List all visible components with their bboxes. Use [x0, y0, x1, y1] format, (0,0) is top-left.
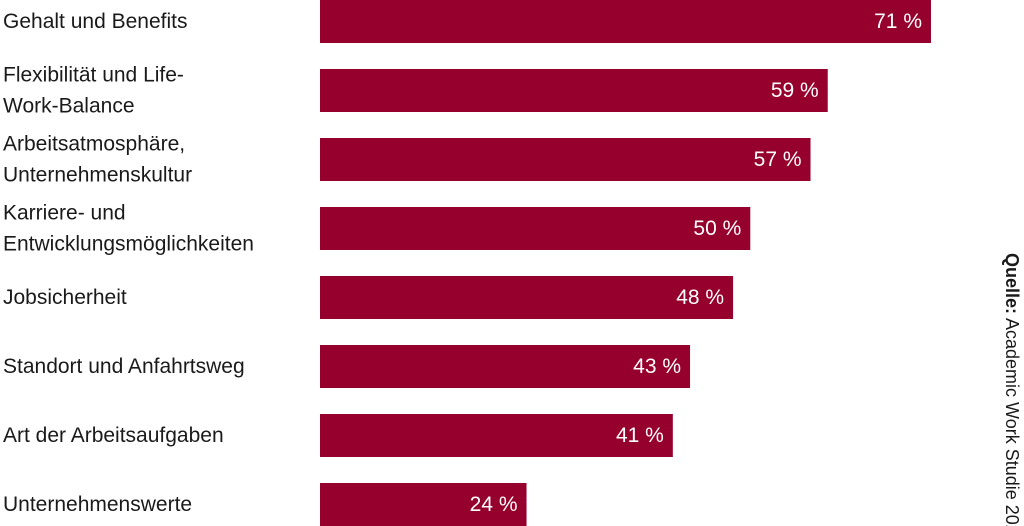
- category-label-line: Standort und Anfahrtsweg: [3, 355, 245, 378]
- value-label-4: 50 %: [693, 217, 741, 240]
- source-label: Quelle:: [1002, 253, 1022, 314]
- category-label-line: Art der Arbeitsaufgaben: [3, 424, 224, 447]
- category-label-5: Jobsicherheit: [3, 286, 127, 309]
- value-label-1: 71 %: [874, 10, 922, 33]
- value-label-2: 59 %: [771, 79, 819, 102]
- value-labels-group: 71 % 59 % 57 % 50 % 48 % 43 % 41 % 24 %: [470, 10, 922, 516]
- category-label-7: Art der Arbeitsaufgaben: [3, 424, 224, 447]
- category-label-line: Unternehmenskultur: [3, 164, 192, 187]
- bar-1: [320, 0, 931, 43]
- bar-4: [320, 207, 751, 250]
- value-label-5: 48 %: [676, 286, 724, 309]
- category-label-line: Karriere- und: [3, 202, 126, 225]
- category-label-3: Arbeitsatmosphäre, Unternehmenskultur: [3, 133, 192, 187]
- bar-5: [320, 276, 734, 319]
- source-note: Quelle: Academic Work Studie 2023: [1002, 253, 1022, 526]
- value-label-3: 57 %: [754, 148, 802, 171]
- category-label-line: Jobsicherheit: [3, 286, 127, 309]
- category-labels-group: Gehalt und Benefits Flexibilität und Life…: [3, 10, 254, 516]
- category-label-8: Unternehmenswerte: [3, 493, 192, 516]
- bar-8: [320, 483, 527, 526]
- source-text: Academic Work Studie 2023: [1002, 314, 1022, 526]
- category-label-1: Gehalt und Benefits: [3, 10, 187, 33]
- category-label-line: Work-Balance: [3, 95, 135, 118]
- category-label-line: Arbeitsatmosphäre,: [3, 133, 185, 156]
- category-label-6: Standort und Anfahrtsweg: [3, 355, 245, 378]
- category-label-2: Flexibilität und Life- Work-Balance: [3, 64, 184, 118]
- category-label-line: Unternehmenswerte: [3, 493, 192, 516]
- value-label-7: 41 %: [616, 424, 664, 447]
- bar-6: [320, 345, 691, 388]
- category-label-line: Gehalt und Benefits: [3, 10, 187, 33]
- category-label-line: Flexibilität und Life-: [3, 64, 184, 87]
- category-label-line: Entwicklungsmöglichkeiten: [3, 233, 254, 256]
- bar-7: [320, 414, 673, 457]
- bars-group: [320, 0, 931, 526]
- bar-3: [320, 138, 811, 181]
- value-label-6: 43 %: [633, 355, 681, 378]
- value-label-8: 24 %: [470, 493, 518, 516]
- bar-2: [320, 69, 828, 112]
- category-label-4: Karriere- und Entwicklungsmöglichkeiten: [3, 202, 254, 256]
